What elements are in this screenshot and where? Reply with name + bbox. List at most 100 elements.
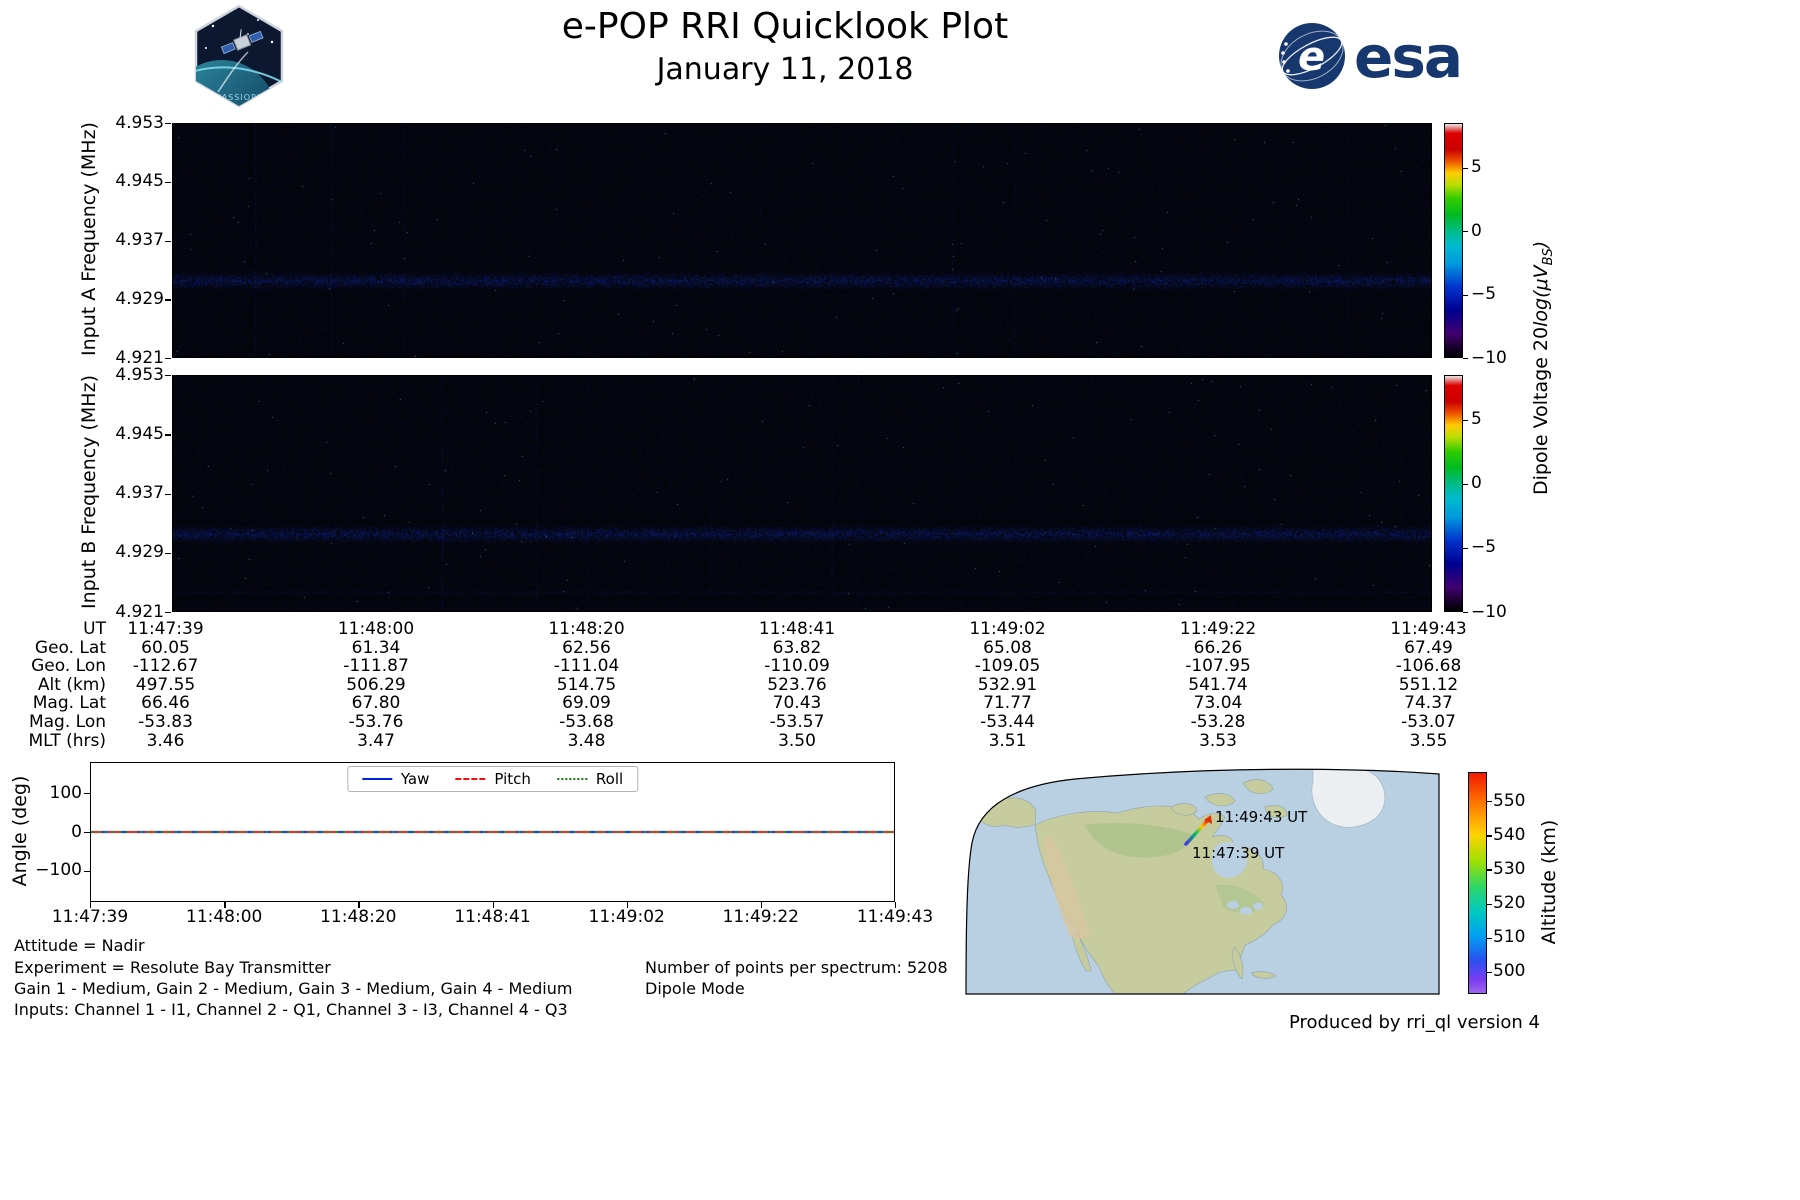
ephemeris-value: 61.34 [351, 637, 401, 658]
ephemeris-value: -53.44 [980, 712, 1035, 732]
ephemeris-value: -110.09 [764, 656, 830, 677]
colorbar-tick-label: 5 [1471, 157, 1482, 177]
ephemeris-value: 66.46 [141, 693, 190, 714]
ephemeris-value: 497.55 [135, 674, 196, 695]
produced-by-note: Produced by rri_ql version 4 [1288, 1012, 1540, 1033]
page-date: January 11, 2018 [656, 52, 914, 87]
ephemeris-value: 11:49:43 [1390, 619, 1467, 639]
colorbar-tick-label: 0 [1471, 220, 1482, 241]
esa-emblem-e: e [1298, 34, 1325, 80]
ephemeris-value: 73.04 [1193, 693, 1243, 714]
input-b-spectrogram-canvas [173, 376, 1431, 611]
frequency-tick-label: 4.953 [115, 112, 164, 133]
frequency-tick-label: 4.937 [115, 230, 164, 250]
colorbar-tick-mark [1463, 358, 1468, 360]
ground-track-arrow [1204, 815, 1212, 824]
ephemeris-value: -53.76 [348, 712, 404, 732]
colorbar-tick-label: −5 [1471, 284, 1497, 304]
ephemeris-value: 3.53 [1199, 730, 1237, 751]
colorbar-tick-label: 5 [1471, 409, 1482, 430]
frequency-tick-mark [165, 375, 171, 377]
ephemeris-value: 506.29 [346, 674, 406, 695]
altitude-tick-label: 550 [1493, 790, 1526, 811]
inputs-note: Inputs: Channel 1 - I1, Channel 2 - Q1, … [14, 1000, 568, 1019]
altitude-tick-mark [1487, 801, 1492, 803]
ephemeris-value: 3.55 [1409, 730, 1448, 751]
ephemeris-value: 63.82 [772, 637, 822, 658]
colorbar-tick-mark [1463, 419, 1468, 422]
track-end-label: 11:49:43 UT [1215, 808, 1308, 826]
experiment-note: Experiment = Resolute Bay Transmitter [14, 958, 331, 977]
input-a-colorbar [1444, 123, 1463, 358]
input-b-spectrogram [172, 375, 1432, 612]
altitude-tick-mark [1487, 937, 1492, 939]
ephemeris-value: -53.83 [138, 712, 193, 732]
ephemeris-row-label: Mag. Lat [32, 693, 106, 714]
altitude-tick-mark [1487, 971, 1492, 974]
frequency-tick-label: 4.921 [115, 601, 164, 622]
angle-time-tick-label: 11:49:02 [588, 907, 665, 927]
frequency-tick-mark [165, 358, 171, 360]
altitude-tick-label: 510 [1493, 927, 1526, 948]
frequency-tick-label: 4.945 [115, 423, 164, 444]
map-border [965, 768, 1440, 995]
angle-time-tick-label: 11:49:43 [856, 907, 934, 927]
frequency-tick-label: 4.953 [115, 364, 164, 385]
ephemeris-value: 11:49:02 [969, 619, 1046, 639]
angle-xtick-mark [760, 902, 763, 908]
altitude-tick-label: 520 [1493, 893, 1526, 913]
input-a-spectrogram-canvas [173, 124, 1431, 357]
patch-satellite-icon [220, 29, 264, 55]
ephemeris-value: -112.67 [132, 656, 199, 677]
ephemeris-value: -106.68 [1395, 656, 1462, 677]
cassiope-mission-patch: CASSIOPE [194, 4, 284, 108]
dipole-mode-note: Dipole Mode [645, 979, 745, 998]
altitude-tick-label: 500 [1493, 961, 1526, 982]
frequency-tick-mark [165, 299, 171, 301]
ground-track-map: 11:49:43 UT 11:47:39 UT [965, 768, 1440, 995]
map-greenland [1311, 769, 1386, 828]
angle-tick-label: −100 [35, 860, 82, 881]
angle-xtick-mark [626, 902, 629, 908]
legend-line-dotted [556, 778, 587, 780]
ephemeris-value: 3.51 [988, 730, 1027, 751]
angle-tick-label: 0 [71, 821, 82, 842]
angle-time-tick-label: 11:48:00 [186, 907, 263, 927]
dipole-voltage-colorbar-label: Dipole Voltage 20log(μVBS) [1530, 168, 1556, 568]
colorbar-tick-label: 0 [1471, 473, 1482, 494]
ephemeris-value: -109.05 [974, 656, 1041, 677]
altitude-tick-label: 530 [1493, 858, 1526, 879]
esa-emblem-orbit2 [1280, 30, 1344, 82]
colorbar-tick-mark [1463, 294, 1468, 296]
ephemeris-value: 551.12 [1398, 674, 1459, 695]
frequency-tick-label: 4.945 [115, 171, 164, 192]
patch-orbit-trail [217, 51, 249, 93]
dipole-label-math: log(μV [1530, 265, 1553, 327]
ground-track [1184, 819, 1209, 846]
ephemeris-value: 67.49 [1404, 637, 1453, 658]
patch-atmosphere-arc [196, 66, 282, 85]
esa-wordmark: esa [1354, 23, 1461, 91]
ephemeris-value: 532.91 [977, 674, 1038, 695]
ephemeris-row-label: Geo. Lon [31, 656, 106, 677]
dipole-label-close: ) [1530, 240, 1553, 249]
ephemeris-value: -111.04 [553, 656, 620, 677]
track-start-label: 11:47:39 UT [1192, 844, 1285, 862]
colorbar-tick-mark [1463, 483, 1468, 486]
ephemeris-row-label: Mag. Lon [28, 712, 106, 732]
ephemeris-value: -107.95 [1185, 656, 1251, 677]
map-lakes [1211, 842, 1263, 915]
colorbar-tick-label: −10 [1471, 347, 1507, 368]
ephemeris-value: 74.37 [1404, 693, 1453, 714]
angle-xtick-mark [895, 902, 897, 908]
legend-label: Yaw [400, 770, 430, 788]
ephemeris-value: 62.56 [562, 637, 611, 658]
ephemeris-row-label: UT [83, 619, 106, 639]
patch-earth [196, 60, 276, 106]
attitude-note: Attitude = Nadir [14, 936, 145, 955]
legend-item-pitch: Pitch [455, 770, 531, 788]
esa-emblem-globe [1279, 23, 1345, 89]
frequency-tick-label: 4.929 [115, 542, 164, 563]
frequency-tick-mark [165, 123, 171, 125]
ephemeris-value: -53.28 [1190, 712, 1246, 732]
